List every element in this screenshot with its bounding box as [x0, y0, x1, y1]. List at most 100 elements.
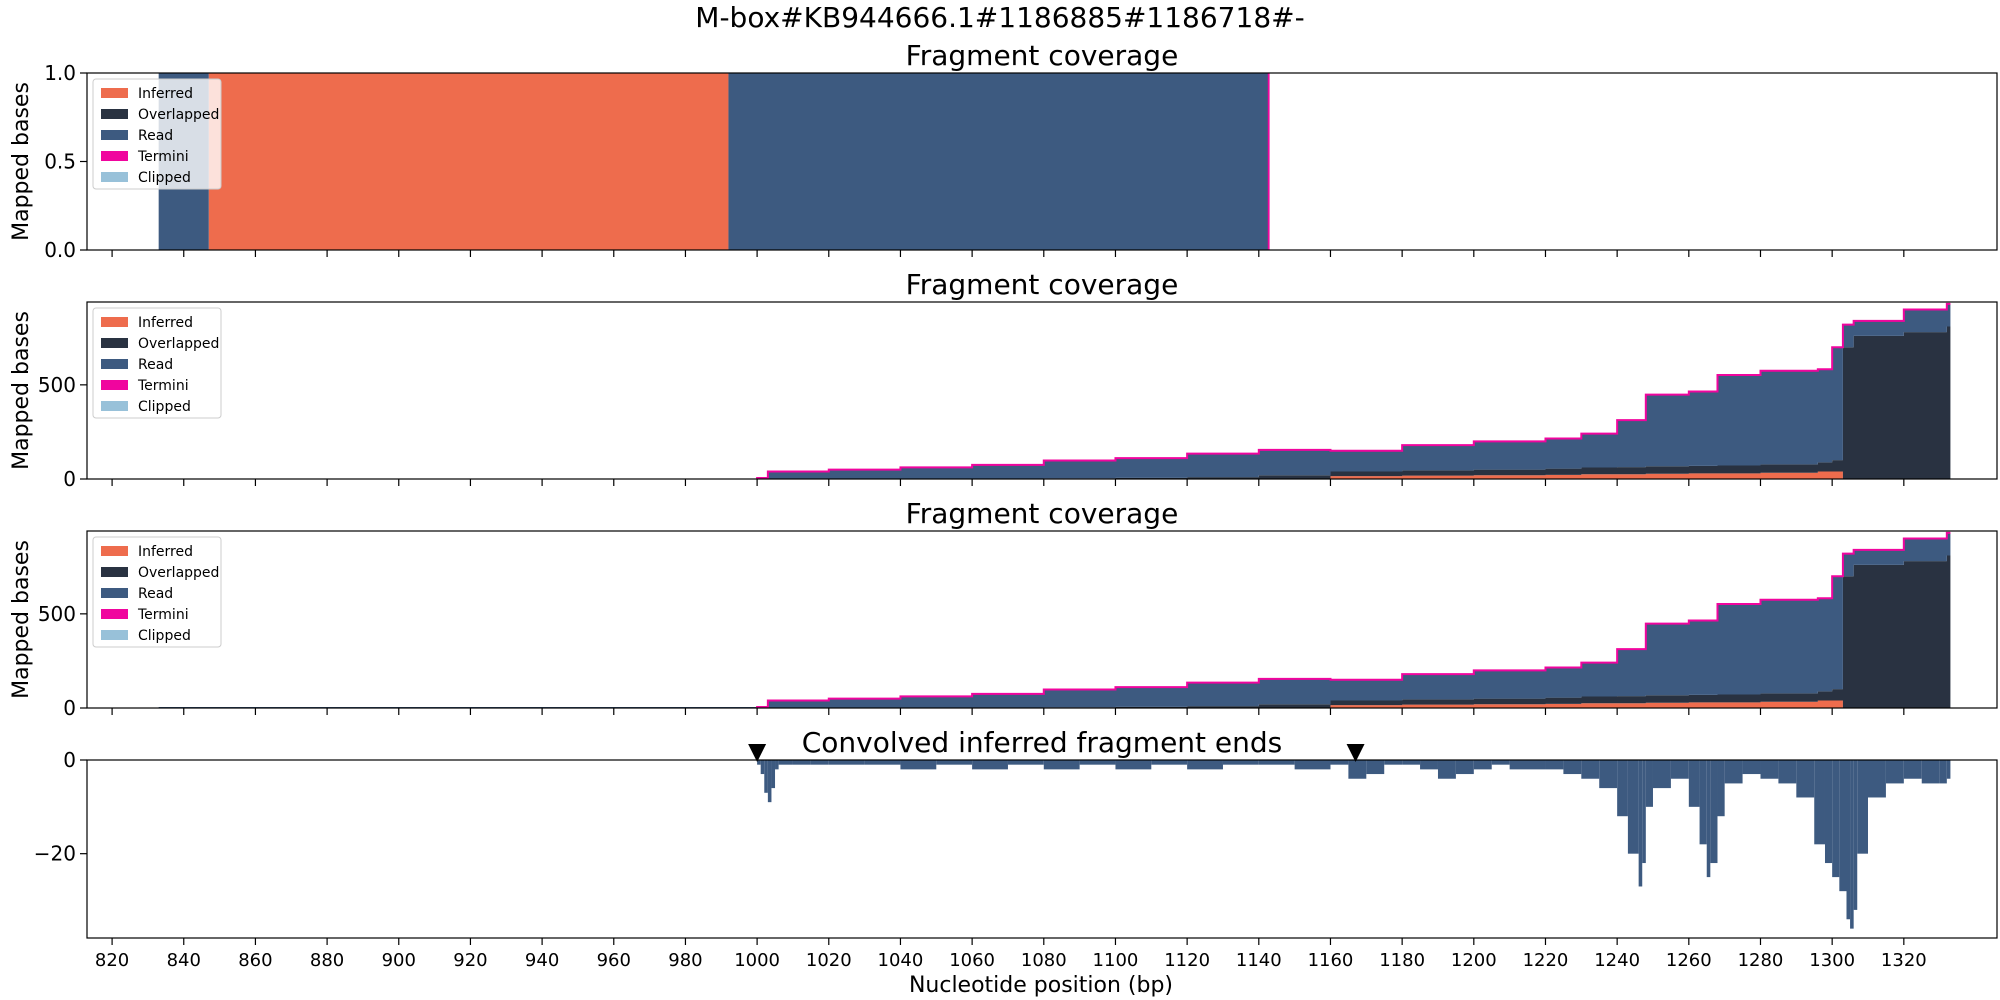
bar — [1742, 760, 1761, 775]
bar — [1724, 760, 1743, 784]
legend-swatch-clipped — [101, 172, 128, 182]
legend-label-overlapped: Overlapped — [138, 336, 219, 352]
y-tick-label: −20 — [34, 842, 76, 866]
legend-swatch-overlapped — [101, 338, 128, 348]
x-tick-label: 940 — [525, 950, 559, 971]
bar — [1563, 760, 1582, 775]
legend-swatch-clipped — [101, 401, 128, 411]
bar — [1420, 760, 1438, 770]
panel-3: 0 500 Fragment coverage Mapped bases Inferre… — [9, 497, 1998, 720]
y-axis-label: Mapped bases — [9, 540, 34, 699]
bar — [1330, 760, 1349, 765]
plot-area — [756, 302, 1951, 479]
bar — [1652, 760, 1671, 789]
bar — [792, 760, 811, 765]
bar — [1491, 760, 1510, 765]
legend-label-inferred: Inferred — [138, 315, 193, 331]
bar — [828, 760, 865, 765]
bar — [1839, 760, 1847, 892]
legend-label-overlapped: Overlapped — [138, 565, 219, 581]
x-tick-label: 1140 — [1236, 950, 1282, 971]
bar — [1850, 760, 1854, 929]
bar — [1617, 760, 1628, 817]
x-tick-label: 1200 — [1451, 950, 1497, 971]
x-tick-label: 1060 — [949, 950, 995, 971]
bar — [1645, 760, 1653, 807]
bar — [936, 760, 973, 765]
bar — [1151, 760, 1188, 765]
legend-box — [92, 78, 222, 190]
x-tick-label: 1020 — [806, 950, 852, 971]
bar — [1867, 760, 1886, 798]
bar — [1455, 760, 1474, 775]
series-inferred — [158, 700, 1951, 708]
x-tick-label: 900 — [382, 950, 416, 971]
x-tick-label: 880 — [310, 950, 344, 971]
bar — [1778, 760, 1797, 784]
legend-box — [92, 536, 222, 648]
y-tick-label: 0.0 — [44, 238, 76, 262]
coverage-segment-termini — [1267, 73, 1270, 250]
bar — [1796, 760, 1815, 798]
legend-box — [92, 307, 222, 419]
bar — [1007, 760, 1044, 765]
bar — [1599, 760, 1618, 789]
bar — [1921, 760, 1940, 784]
bar — [1853, 760, 1858, 910]
panel-4: 0 −20 820 840 860 880 900 920 940 960 980 1000 1020 1… — [34, 726, 1998, 971]
x-tick-label: 1160 — [1308, 950, 1354, 971]
legend-swatch-inferred — [101, 317, 128, 327]
axes-frame — [86, 759, 1998, 939]
legend-label-termini: Termini — [137, 378, 189, 394]
legend-swatch-read — [101, 588, 128, 598]
bar — [1642, 760, 1646, 864]
legend: Inferred Overlapped Read Termini Clipped — [92, 307, 222, 419]
bar — [1079, 760, 1116, 765]
plot-area — [158, 531, 1951, 708]
legend-swatch-inferred — [101, 88, 128, 98]
bar — [767, 760, 772, 803]
legend-swatch-termini — [101, 151, 128, 161]
series-overlapped — [757, 326, 1951, 479]
x-tick-label: 1280 — [1738, 950, 1784, 971]
x-tick-label: 1220 — [1523, 950, 1569, 971]
legend-label-clipped: Clipped — [138, 399, 191, 415]
x-tick-label: 840 — [167, 950, 201, 971]
bar — [864, 760, 901, 765]
bar — [1710, 760, 1718, 864]
bar — [1366, 760, 1385, 775]
x-tick-label: 920 — [453, 950, 487, 971]
legend: Inferred Overlapped Read Termini Clipped — [92, 536, 222, 648]
legend-label-clipped: Clipped — [138, 628, 191, 644]
legend-swatch-read — [101, 359, 128, 369]
plot-area — [757, 760, 1951, 929]
legend: Inferred Overlapped Read Termini Clipped — [92, 78, 222, 190]
legend-label-clipped: Clipped — [138, 170, 191, 186]
legend-label-read: Read — [138, 357, 173, 373]
y-tick-label: 500 — [38, 373, 76, 397]
series-inferred — [757, 471, 1951, 479]
plot-area — [158, 73, 1270, 250]
x-tick-label: 1320 — [1881, 950, 1927, 971]
bar — [1824, 760, 1833, 864]
x-tick-label: 1000 — [734, 950, 780, 971]
bar — [810, 760, 829, 765]
x-axis-label: Nucleotide position (bp) — [909, 973, 1173, 998]
legend-label-inferred: Inferred — [138, 544, 193, 560]
bar — [1885, 760, 1904, 784]
bar — [1348, 760, 1367, 779]
panel-1: 0.0 0.5 1.0 Fragment coverage Mapped bases In… — [9, 39, 1998, 262]
bar — [1814, 760, 1825, 845]
x-tick-label: 1080 — [1021, 950, 1067, 971]
legend-label-termini: Termini — [137, 149, 189, 165]
bar — [1115, 760, 1152, 770]
bar — [1670, 760, 1689, 779]
x-tick-label: 860 — [238, 950, 272, 971]
bar — [1946, 760, 1951, 779]
panel-2: 0 500 Fragment coverage Mapped bases Inferre… — [9, 268, 1998, 491]
x-tick-label: 1300 — [1809, 950, 1855, 971]
legend-swatch-read — [101, 130, 128, 140]
bar — [1717, 760, 1725, 817]
axes-frame — [86, 301, 1998, 480]
